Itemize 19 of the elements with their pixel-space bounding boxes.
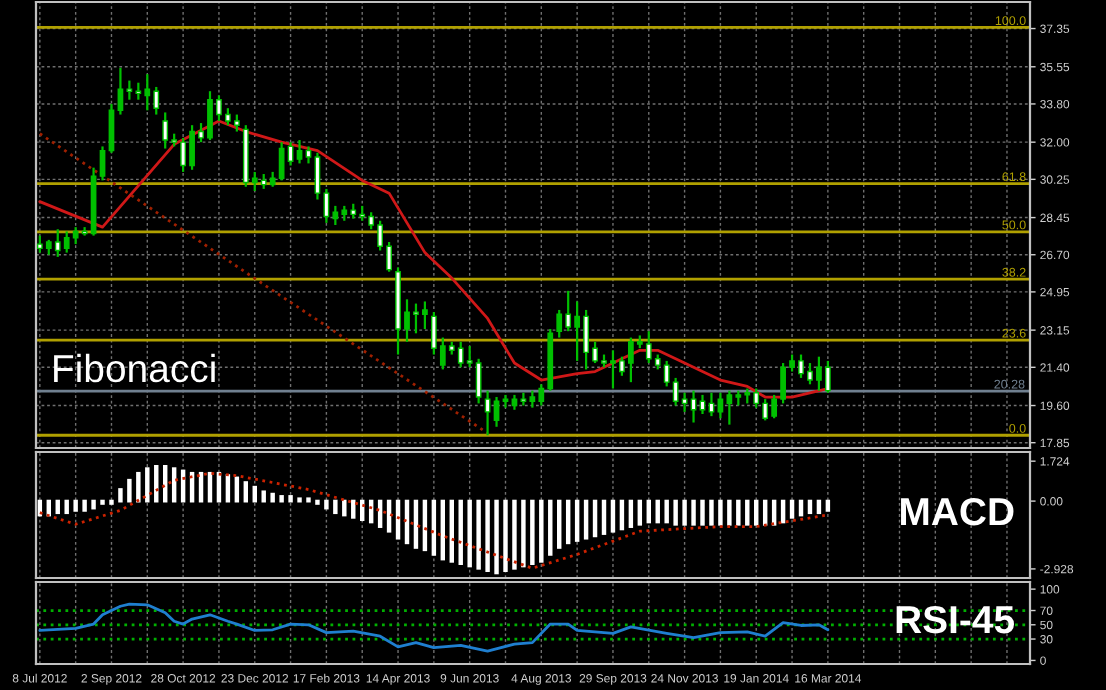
candlestick: [556, 308, 563, 339]
candlestick: [117, 66, 124, 116]
candlestick: [717, 391, 724, 420]
line-series: [38, 602, 830, 653]
candlestick: [520, 391, 527, 407]
candlestick: [475, 357, 482, 405]
candlestick: [484, 389, 491, 437]
line-series: [38, 471, 830, 570]
line-series: [38, 119, 830, 399]
annotation: MACD: [901, 497, 1014, 526]
candlestick: [502, 393, 509, 409]
candlestick: [690, 389, 697, 424]
candlestick: [126, 79, 133, 101]
candlestick: [296, 138, 303, 165]
candlestick: [708, 391, 715, 418]
annotation: RSI-45: [896, 605, 1015, 634]
candlestick: [726, 389, 733, 426]
annotation: Fibonacci: [54, 353, 215, 383]
candlestick: [162, 111, 169, 150]
